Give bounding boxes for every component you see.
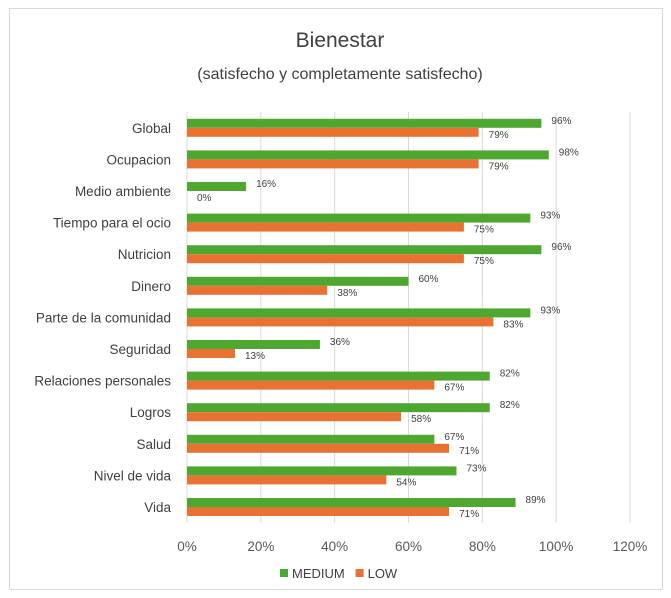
legend: MEDIUM LOW <box>280 566 398 581</box>
bar-medium <box>187 213 531 223</box>
data-label-low: 58% <box>411 414 431 425</box>
data-label-medium: 73% <box>466 463 486 474</box>
category-label: Global <box>132 121 171 136</box>
x-tick-label: 80% <box>469 539 496 554</box>
bar-low <box>187 412 402 422</box>
labels: 0% 20% 40% 60% 80% 100% 120% Global 96% 79% Ocupac… <box>34 116 647 554</box>
bar-low <box>187 349 235 358</box>
bar-low <box>187 159 479 169</box>
bar-low <box>187 285 328 295</box>
category-label: Salud <box>136 437 171 452</box>
x-tick-label: 20% <box>247 539 274 554</box>
x-tick-label: 120% <box>613 539 648 554</box>
category-label: Nivel de vida <box>94 468 172 483</box>
data-label-low: 71% <box>459 509 479 520</box>
bar-low <box>187 222 464 232</box>
bar-medium <box>187 466 457 476</box>
bar-low <box>187 475 387 485</box>
chart-svg: Bienestar (satisfecho y completamente sa… <box>34 29 647 581</box>
data-label-low: 67% <box>444 383 464 394</box>
bar-medium <box>187 118 542 128</box>
data-label-low: 71% <box>459 446 479 457</box>
data-label-low: 79% <box>489 130 509 141</box>
category-label: Ocupacion <box>106 152 171 167</box>
bar-medium <box>187 371 490 381</box>
bar-low <box>187 127 479 137</box>
bar-medium <box>187 276 409 286</box>
data-label-low: 75% <box>474 256 494 267</box>
chart-subtitle: (satisfecho y completamente satisfecho) <box>197 66 482 83</box>
category-label: Seguridad <box>109 342 171 357</box>
data-label-medium: 98% <box>559 147 579 158</box>
category-label: Tiempo para el ocio <box>53 216 171 231</box>
bar-medium <box>187 245 542 255</box>
data-label-low: 83% <box>503 319 523 330</box>
legend-label-low: LOW <box>368 566 398 581</box>
data-label-low: 54% <box>396 477 416 488</box>
data-label-medium: 89% <box>526 495 546 506</box>
data-label-medium: 96% <box>551 116 571 127</box>
category-label: Medio ambiente <box>75 184 171 199</box>
data-label-low: 75% <box>474 225 494 236</box>
data-label-medium: 82% <box>500 369 520 380</box>
bar-medium <box>187 308 531 318</box>
data-label-medium: 67% <box>444 432 464 443</box>
legend-swatch-medium <box>280 569 288 577</box>
bar-low <box>187 254 464 264</box>
data-label-low: 0% <box>197 193 212 204</box>
data-label-low: 13% <box>245 351 265 362</box>
category-label: Vida <box>144 500 171 515</box>
bar-low <box>187 443 450 453</box>
data-label-medium: 60% <box>419 274 439 285</box>
bar-medium <box>187 182 247 191</box>
bar-low <box>187 507 450 516</box>
bar-low <box>187 317 494 327</box>
chart-title: Bienestar <box>296 29 385 52</box>
x-tick-label: 60% <box>395 539 422 554</box>
bar-medium <box>187 403 490 413</box>
bar-low <box>187 380 435 390</box>
bar-medium <box>187 434 435 444</box>
data-label-medium: 96% <box>551 242 571 253</box>
legend-label-medium: MEDIUM <box>292 566 345 581</box>
bar-medium <box>187 150 549 160</box>
data-label-low: 38% <box>337 288 357 299</box>
category-label: Nutricion <box>118 247 171 262</box>
x-tick-label: 40% <box>321 539 348 554</box>
bar-medium <box>187 498 516 507</box>
category-label: Logros <box>130 405 172 420</box>
data-label-medium: 93% <box>540 305 560 316</box>
x-tick-label: 100% <box>539 539 574 554</box>
bar-medium <box>187 340 320 349</box>
x-tick-label: 0% <box>177 539 197 554</box>
data-label-medium: 16% <box>256 179 276 190</box>
category-label: Relaciones personales <box>34 374 171 389</box>
category-label: Parte de la comunidad <box>36 310 171 325</box>
category-label: Dinero <box>131 279 171 294</box>
data-label-medium: 82% <box>500 400 520 411</box>
data-label-low: 79% <box>489 161 509 172</box>
chart-area: Bienestar (satisfecho y completamente sa… <box>9 8 663 590</box>
data-label-medium: 93% <box>540 211 560 222</box>
bars <box>187 118 549 516</box>
legend-swatch-low <box>355 569 364 577</box>
data-label-medium: 36% <box>330 337 350 348</box>
